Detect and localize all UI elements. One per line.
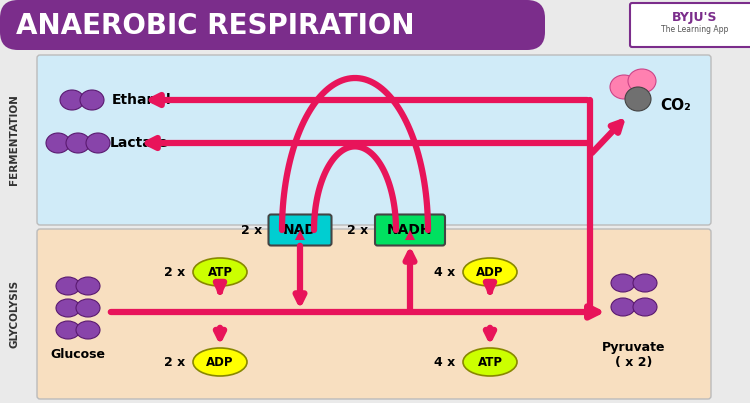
Text: FERMENTATION: FERMENTATION bbox=[9, 95, 19, 185]
Ellipse shape bbox=[80, 90, 104, 110]
Text: Lactate: Lactate bbox=[110, 136, 169, 150]
Ellipse shape bbox=[633, 298, 657, 316]
FancyBboxPatch shape bbox=[37, 229, 711, 399]
Ellipse shape bbox=[611, 298, 635, 316]
Text: The Learning App: The Learning App bbox=[662, 25, 729, 35]
Text: 2 x: 2 x bbox=[346, 224, 368, 237]
Text: 4 x: 4 x bbox=[433, 355, 455, 368]
Text: GLYCOLYSIS: GLYCOLYSIS bbox=[9, 280, 19, 348]
Ellipse shape bbox=[463, 348, 517, 376]
Ellipse shape bbox=[86, 133, 110, 153]
Ellipse shape bbox=[463, 258, 517, 286]
Text: 2 x: 2 x bbox=[164, 355, 185, 368]
Ellipse shape bbox=[625, 87, 651, 111]
Ellipse shape bbox=[76, 299, 100, 317]
FancyBboxPatch shape bbox=[0, 0, 545, 50]
Text: ADP: ADP bbox=[206, 355, 234, 368]
FancyBboxPatch shape bbox=[268, 214, 332, 245]
Text: Ethanol: Ethanol bbox=[112, 93, 172, 107]
Ellipse shape bbox=[56, 277, 80, 295]
Text: Glucose: Glucose bbox=[50, 347, 106, 361]
Ellipse shape bbox=[66, 133, 90, 153]
Text: ANAEROBIC RESPIRATION: ANAEROBIC RESPIRATION bbox=[16, 12, 415, 40]
Ellipse shape bbox=[60, 90, 84, 110]
Ellipse shape bbox=[193, 258, 247, 286]
Ellipse shape bbox=[76, 277, 100, 295]
Text: ADP: ADP bbox=[476, 266, 504, 278]
Ellipse shape bbox=[611, 274, 635, 292]
Text: ATP: ATP bbox=[478, 355, 502, 368]
Text: NADH: NADH bbox=[387, 223, 433, 237]
Text: NAD: NAD bbox=[283, 223, 317, 237]
Text: CO₂: CO₂ bbox=[660, 98, 691, 112]
Text: Pyruvate
( x 2): Pyruvate ( x 2) bbox=[602, 341, 666, 369]
Ellipse shape bbox=[56, 299, 80, 317]
FancyBboxPatch shape bbox=[375, 214, 445, 245]
Text: 2 x: 2 x bbox=[164, 266, 185, 278]
Ellipse shape bbox=[46, 133, 70, 153]
Ellipse shape bbox=[193, 348, 247, 376]
FancyBboxPatch shape bbox=[630, 3, 750, 47]
Ellipse shape bbox=[628, 69, 656, 93]
Text: 2 x: 2 x bbox=[241, 224, 262, 237]
Text: 4 x: 4 x bbox=[433, 266, 455, 278]
Ellipse shape bbox=[76, 321, 100, 339]
Ellipse shape bbox=[633, 274, 657, 292]
Ellipse shape bbox=[610, 75, 638, 99]
FancyBboxPatch shape bbox=[37, 55, 711, 225]
Text: BYJU'S: BYJU'S bbox=[672, 12, 718, 25]
Ellipse shape bbox=[56, 321, 80, 339]
Text: ATP: ATP bbox=[208, 266, 232, 278]
